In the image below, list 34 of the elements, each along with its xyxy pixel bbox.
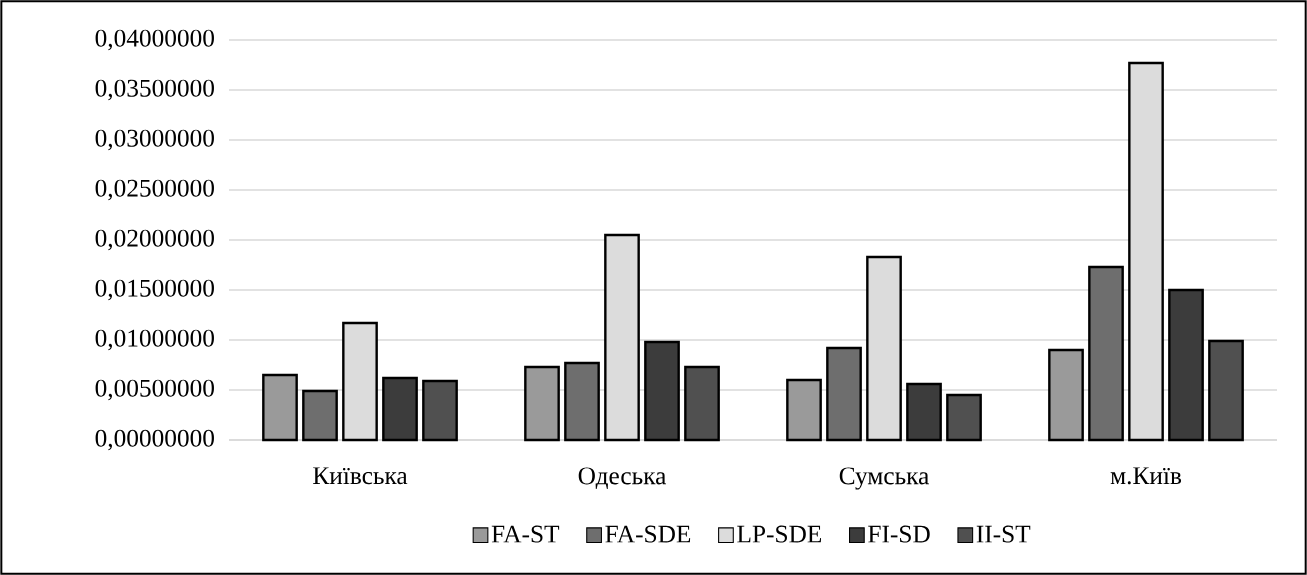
legend-label: FI-SD [868, 525, 930, 543]
bar [564, 361, 600, 442]
bar [382, 376, 418, 442]
y-tick-label: 0,01000000 [95, 329, 214, 351]
bar [422, 379, 458, 442]
y-tick-label: 0,03500000 [95, 79, 214, 101]
bar [644, 340, 680, 442]
y-tick-label: 0,02000000 [95, 229, 214, 251]
bar [524, 365, 560, 442]
bar [1208, 339, 1244, 442]
y-tick-label: 0,00500000 [95, 379, 214, 401]
y-tick-label: 0,02500000 [95, 179, 214, 201]
bar [1048, 348, 1084, 442]
bar [826, 346, 862, 442]
y-tick-label: 0,00000000 [95, 429, 214, 451]
bar [786, 378, 822, 442]
bar [302, 389, 338, 442]
bar [262, 373, 298, 442]
y-tick-label: 0,01500000 [95, 279, 214, 301]
x-tick-label: Одеська [578, 467, 667, 490]
bar [684, 365, 720, 442]
y-tick-label: 0,04000000 [95, 29, 214, 51]
bar [906, 382, 942, 442]
legend-label: LP-SDE [737, 525, 822, 543]
legend-label: II-ST [976, 525, 1031, 543]
legend-label: FA-ST [491, 525, 560, 543]
bar [1168, 288, 1204, 442]
legend-label: FA-SDE [605, 525, 691, 543]
bar [946, 393, 982, 442]
x-tick-label: Київська [313, 467, 408, 485]
bar [1088, 265, 1124, 442]
x-tick-label: м.Київ [1110, 467, 1182, 485]
y-tick-label: 0,03000000 [95, 129, 214, 151]
x-tick-label: Сумська [839, 467, 929, 490]
